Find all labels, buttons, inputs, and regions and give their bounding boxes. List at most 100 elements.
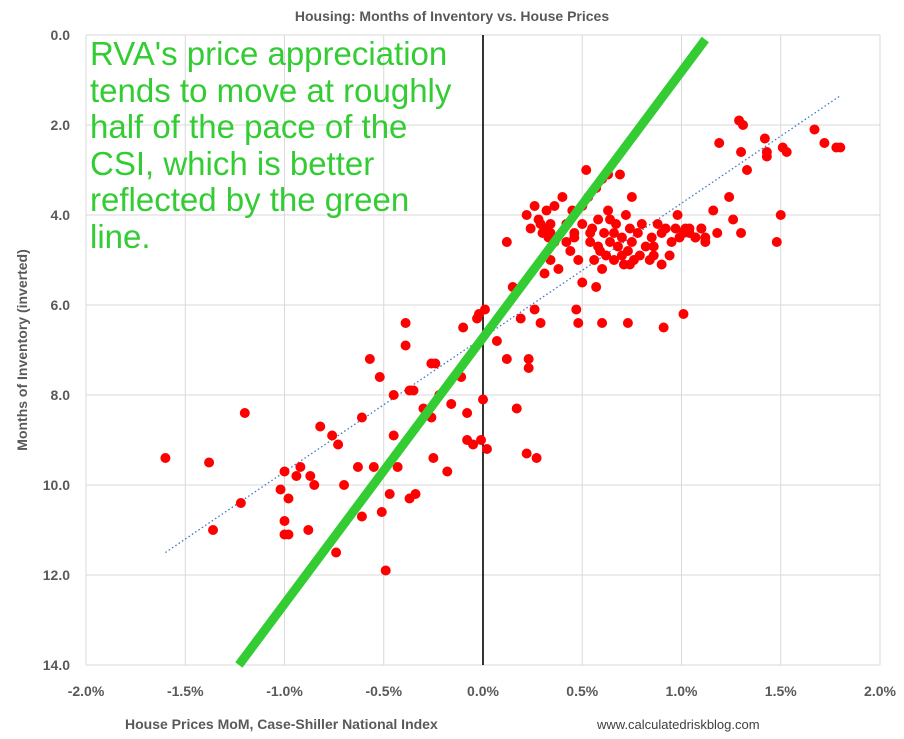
green-line bbox=[235, 36, 709, 668]
data-point bbox=[656, 259, 667, 270]
data-point bbox=[605, 237, 616, 247]
data-point bbox=[364, 354, 375, 364]
data-point bbox=[458, 322, 469, 333]
data-point bbox=[565, 246, 576, 256]
data-point bbox=[700, 232, 711, 243]
data-point bbox=[553, 264, 564, 274]
x-tick-label: -0.5% bbox=[365, 683, 402, 699]
chart-annotation: RVA's price appreciation tends to move a… bbox=[90, 35, 452, 255]
data-point bbox=[636, 219, 647, 229]
source-credit: www.calculatedriskblog.com bbox=[596, 717, 760, 732]
data-point bbox=[759, 133, 770, 144]
axis-layer: -2.0% -1.5% -1.0% -0.5% 0.0% 0.5% 1.0% 1.5% 2.0%… bbox=[43, 27, 897, 699]
data-point bbox=[609, 255, 620, 265]
data-point bbox=[603, 205, 614, 216]
data-point bbox=[712, 228, 723, 238]
data-point bbox=[295, 462, 306, 472]
data-point bbox=[664, 250, 675, 261]
data-point bbox=[616, 250, 627, 261]
data-point bbox=[531, 453, 542, 463]
data-point bbox=[775, 210, 786, 220]
data-point bbox=[696, 223, 707, 234]
data-point bbox=[614, 169, 625, 180]
data-point bbox=[601, 250, 612, 261]
x-tick-label: 2.0% bbox=[864, 683, 896, 699]
data-point bbox=[479, 304, 490, 315]
data-point bbox=[736, 147, 747, 157]
data-point bbox=[581, 165, 592, 175]
data-point bbox=[515, 313, 526, 324]
data-point bbox=[736, 228, 747, 238]
data-point bbox=[462, 408, 473, 418]
data-point bbox=[511, 403, 522, 414]
data-point bbox=[557, 192, 568, 202]
data-point bbox=[430, 358, 441, 369]
data-point bbox=[622, 318, 633, 328]
data-point bbox=[408, 385, 419, 396]
data-point bbox=[204, 457, 215, 468]
data-point bbox=[589, 255, 600, 265]
data-point bbox=[525, 223, 536, 234]
data-point bbox=[708, 205, 719, 216]
x-tick-label: -2.0% bbox=[68, 683, 105, 699]
data-point bbox=[478, 394, 488, 405]
data-point bbox=[388, 390, 399, 400]
data-point bbox=[476, 435, 487, 445]
data-point bbox=[275, 484, 286, 495]
data-point bbox=[561, 237, 572, 247]
data-point bbox=[624, 223, 635, 234]
data-point bbox=[468, 439, 479, 450]
data-point bbox=[309, 480, 320, 490]
data-point bbox=[291, 471, 302, 481]
data-point bbox=[819, 138, 830, 148]
data-point bbox=[384, 489, 395, 499]
data-point bbox=[481, 444, 492, 454]
data-point bbox=[599, 228, 610, 238]
data-point bbox=[356, 511, 367, 522]
data-point bbox=[539, 268, 550, 279]
data-point bbox=[160, 453, 171, 463]
data-point bbox=[283, 493, 294, 504]
data-point bbox=[761, 151, 772, 162]
chart-title: Housing: Months of Inventory vs. House P… bbox=[295, 8, 609, 24]
data-point bbox=[577, 277, 588, 288]
data-point bbox=[410, 489, 421, 499]
x-tick-label: 1.0% bbox=[666, 683, 698, 699]
data-point bbox=[678, 309, 689, 319]
data-point bbox=[660, 223, 671, 234]
data-point bbox=[626, 192, 637, 202]
data-point bbox=[535, 318, 546, 328]
y-tick-label: 4.0 bbox=[51, 207, 71, 223]
data-point bbox=[208, 525, 219, 535]
data-point bbox=[368, 462, 379, 472]
data-point bbox=[626, 237, 637, 247]
data-point bbox=[315, 421, 326, 432]
data-point bbox=[652, 219, 663, 229]
y-tick-label: 10.0 bbox=[43, 477, 70, 493]
data-point bbox=[279, 516, 290, 526]
data-point bbox=[585, 237, 596, 247]
data-point bbox=[521, 448, 532, 459]
data-point bbox=[376, 507, 387, 517]
data-point bbox=[305, 471, 316, 481]
data-point bbox=[303, 525, 314, 535]
data-point bbox=[593, 214, 604, 225]
data-point bbox=[279, 466, 290, 477]
data-point bbox=[616, 232, 627, 243]
data-point bbox=[400, 340, 411, 351]
data-point bbox=[781, 147, 792, 157]
data-point bbox=[388, 430, 399, 441]
data-point bbox=[672, 210, 683, 220]
data-point bbox=[283, 529, 294, 540]
data-point bbox=[501, 354, 512, 364]
data-point bbox=[523, 363, 534, 373]
data-point bbox=[446, 399, 457, 409]
x-tick-label: 0.0% bbox=[467, 683, 499, 699]
data-point bbox=[640, 241, 651, 252]
data-point bbox=[605, 214, 616, 225]
data-point bbox=[569, 228, 580, 238]
x-tick-label: -1.0% bbox=[266, 683, 303, 699]
y-tick-label: 8.0 bbox=[51, 387, 71, 403]
data-point bbox=[577, 219, 588, 229]
